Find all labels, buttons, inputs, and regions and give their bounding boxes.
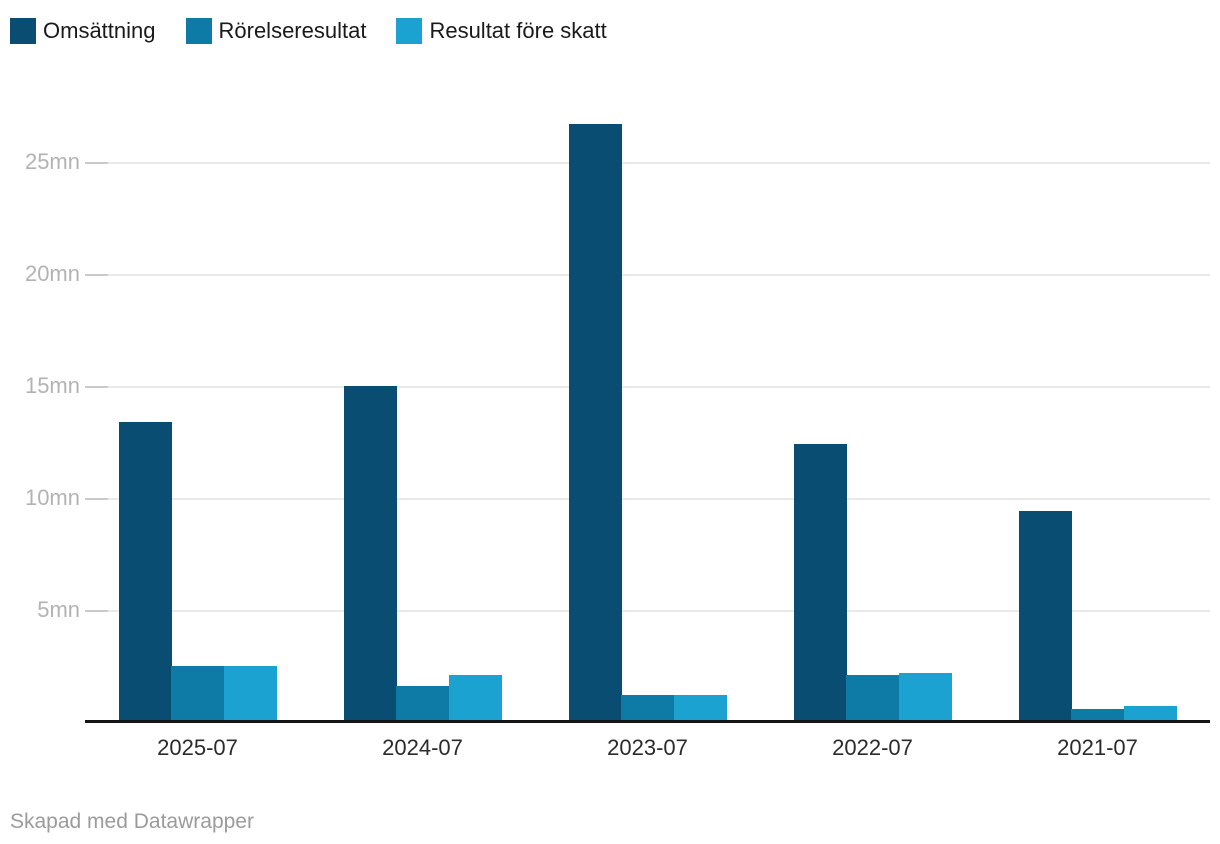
plot-area: [85, 90, 1210, 722]
bar-rorelseresultat-2025-07: [171, 666, 224, 722]
bar-resultat-fore-skatt-2025-07: [224, 666, 277, 722]
bar-omsattning-2024-07: [344, 386, 397, 722]
gridline-20mn: [85, 274, 1210, 276]
legend-item-omsattning: Omsättning: [10, 17, 156, 44]
gridline-15mn: [85, 386, 1210, 388]
y-axis-label-25mn: 25mn: [24, 149, 80, 174]
legend-item-rorelseresultat: Rörelseresultat: [185, 17, 367, 44]
x-axis-label-2022-07: 2022-07: [832, 735, 913, 760]
x-axis-label-2021-07: 2021-07: [1057, 735, 1138, 760]
y-axis-tick: [85, 274, 108, 276]
x-axis-baseline: [85, 720, 1210, 723]
legend-label: Resultat före skatt: [429, 18, 607, 43]
x-axis-label-2023-07: 2023-07: [607, 735, 688, 760]
y-axis-tick: [85, 162, 108, 164]
gridline-5mn: [85, 610, 1210, 612]
bar-resultat-fore-skatt-2023-07: [674, 695, 727, 722]
bar-resultat-fore-skatt-2022-07: [899, 673, 952, 722]
y-axis-label-10mn: 10mn: [24, 485, 80, 510]
gridline-10mn: [85, 498, 1210, 500]
legend-label: Omsättning: [43, 18, 156, 43]
bar-omsattning-2023-07: [569, 124, 622, 722]
bar-rorelseresultat-2022-07: [846, 675, 899, 722]
chart-legend: Omsättning Rörelseresultat Resultat före s…: [10, 17, 607, 44]
bar-omsattning-2022-07: [794, 444, 847, 722]
bar-rorelseresultat-2024-07: [396, 686, 449, 722]
y-axis-tick: [85, 386, 108, 388]
bar-omsattning-2021-07: [1019, 511, 1072, 722]
attribution-text: Skapad med Datawrapper: [10, 810, 254, 833]
legend-swatch-rorelseresultat: [185, 17, 212, 44]
bar-rorelseresultat-2023-07: [621, 695, 674, 722]
bar-resultat-fore-skatt-2024-07: [449, 675, 502, 722]
legend-item-resultat-fore-skatt: Resultat före skatt: [396, 17, 607, 44]
x-axis-label-2024-07: 2024-07: [382, 735, 463, 760]
y-axis-label-20mn: 20mn: [24, 261, 80, 286]
y-axis-tick: [85, 498, 108, 500]
y-axis-label-15mn: 15mn: [24, 373, 80, 398]
legend-swatch-omsattning: [10, 17, 36, 44]
legend-swatch-resultat-fore-skatt: [396, 17, 423, 44]
bar-omsattning-2025-07: [119, 422, 172, 722]
bar-resultat-fore-skatt-2021-07: [1124, 706, 1177, 722]
legend-label: Rörelseresultat: [218, 18, 367, 43]
y-axis-label-5mn: 5mn: [37, 597, 80, 622]
bar-rorelseresultat-2021-07: [1071, 709, 1124, 722]
x-axis-label-2025-07: 2025-07: [157, 735, 238, 760]
gridline-25mn: [85, 162, 1210, 164]
y-axis-tick: [85, 610, 108, 612]
